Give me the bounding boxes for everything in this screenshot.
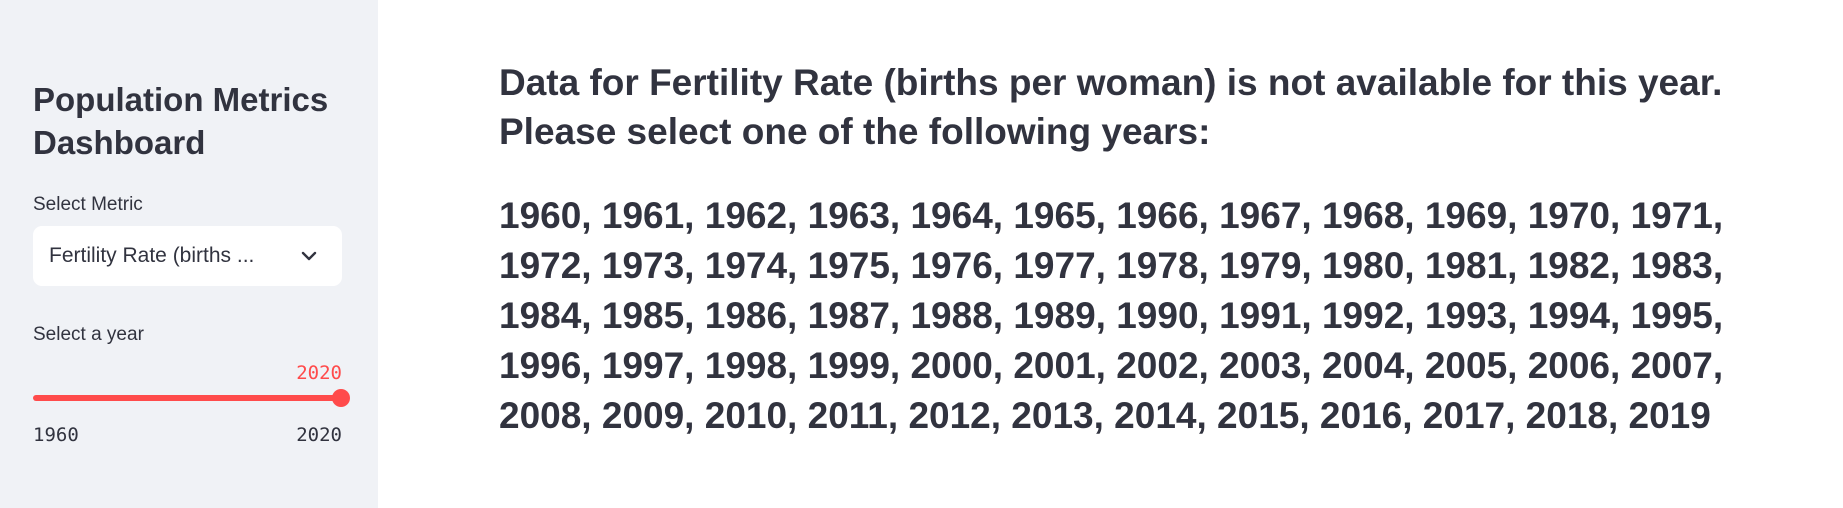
message-line-2: Please select one of the following years… (499, 111, 1211, 152)
years-line: 1996, 1997, 1998, 1999, 2000, 2001, 2002… (499, 345, 1724, 386)
metric-select-value: Fertility Rate (births ... (49, 244, 255, 267)
years-line: 2008, 2009, 2010, 2011, 2012, 2013, 2014… (499, 395, 1711, 436)
years-line: 1960, 1961, 1962, 1963, 1964, 1965, 1966… (499, 195, 1724, 236)
metric-select[interactable]: Fertility Rate (births ... (33, 226, 342, 286)
slider-min-label: 1960 (33, 424, 79, 446)
sidebar-title: Population Metrics Dashboard (33, 81, 329, 161)
main-content: Data for Fertility Rate (births per woma… (378, 0, 1843, 508)
metric-select-label: Select Metric (33, 194, 143, 215)
unavailable-message: Data for Fertility Rate (births per woma… (499, 58, 1789, 156)
year-slider[interactable]: 2020 1960 2020 (33, 346, 350, 446)
years-line: 1972, 1973, 1974, 1975, 1976, 1977, 1978… (499, 245, 1724, 286)
slider-max-label: 2020 (296, 424, 342, 446)
years-line: 1984, 1985, 1986, 1987, 1988, 1989, 1990… (499, 295, 1724, 336)
sidebar: Population Metrics Dashboard Select Metr… (0, 0, 378, 508)
year-slider-label: Select a year (33, 324, 144, 345)
available-years-list: 1960, 1961, 1962, 1963, 1964, 1965, 1966… (499, 191, 1789, 441)
slider-thumb[interactable] (332, 389, 350, 407)
slider-track[interactable] (33, 395, 342, 401)
message-line-1: Data for Fertility Rate (births per woma… (499, 62, 1723, 103)
slider-current-value: 2020 (296, 362, 342, 384)
chevron-down-icon (298, 245, 320, 267)
